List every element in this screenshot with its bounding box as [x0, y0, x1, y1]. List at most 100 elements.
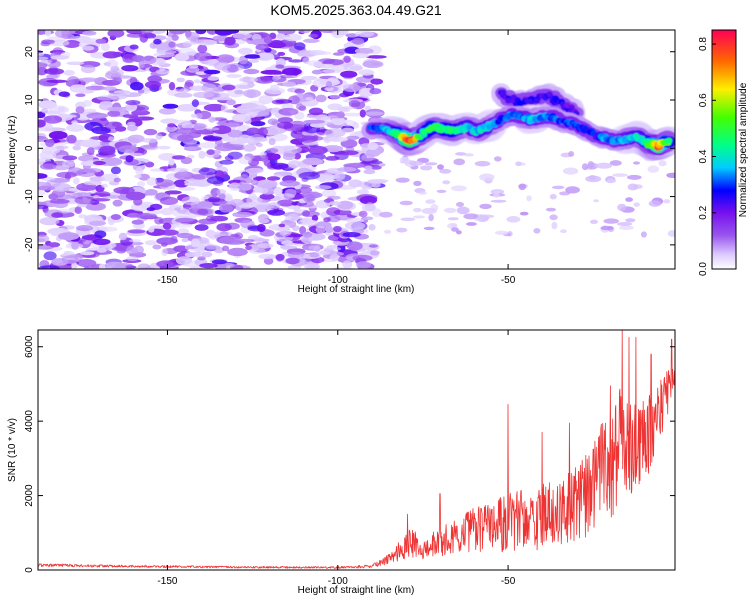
noise-blob — [362, 216, 374, 221]
noise-blob — [86, 147, 95, 156]
noise-blob — [118, 232, 128, 241]
noise-blob — [302, 157, 323, 166]
noise-blob — [419, 165, 433, 171]
noise-blob — [348, 100, 361, 108]
noise-blob — [125, 155, 134, 163]
noise-blob — [66, 134, 77, 144]
spectrogram-heatmap — [38, 30, 675, 269]
noise-blob — [149, 203, 163, 210]
noise-blob — [364, 111, 384, 116]
noise-blob — [226, 74, 242, 78]
noise-blob — [545, 207, 557, 212]
noise-blob — [362, 60, 384, 69]
noise-blob — [255, 179, 278, 189]
noise-blob — [581, 163, 589, 171]
noise-blob — [168, 158, 175, 166]
noise-blob — [633, 202, 640, 207]
noise-blob — [625, 197, 633, 202]
noise-blob — [283, 33, 302, 42]
noise-blob — [288, 59, 304, 63]
noise-blob — [208, 116, 216, 123]
noise-blob — [238, 156, 252, 165]
noise-blob — [294, 42, 306, 51]
noise-blob — [245, 167, 264, 174]
noise-blob — [368, 224, 376, 231]
noise-blob — [453, 158, 466, 166]
noise-blob — [260, 187, 275, 195]
noise-blob — [216, 223, 232, 232]
noise-blob — [168, 82, 176, 91]
noise-blob — [110, 214, 121, 220]
noise-blob — [364, 165, 373, 170]
noise-blob — [259, 193, 275, 200]
spectrogram-ytick-label: -10 — [24, 189, 35, 204]
noise-blob — [191, 174, 208, 180]
noise-blob — [194, 224, 209, 231]
noise-blob — [180, 157, 193, 165]
noise-blob — [138, 173, 150, 181]
noise-blob — [52, 47, 64, 55]
snr-ytick-label: 2000 — [24, 484, 35, 507]
noise-blob — [145, 189, 158, 196]
noise-blob — [254, 76, 275, 84]
noise-blob — [230, 233, 240, 238]
noise-blob — [197, 201, 214, 209]
noise-blob — [201, 83, 217, 93]
noise-blob — [107, 110, 121, 117]
noise-blob — [113, 186, 135, 194]
noise-blob — [62, 161, 76, 168]
noise-blob — [190, 113, 198, 118]
noise-blob — [463, 213, 479, 220]
noise-blob — [585, 175, 602, 183]
noise-blob — [184, 182, 205, 187]
noise-blob — [47, 39, 55, 44]
noise-blob — [308, 107, 324, 116]
noise-blob — [118, 145, 139, 153]
noise-blob — [195, 30, 207, 35]
noise-blob — [237, 47, 253, 55]
noise-blob — [178, 186, 196, 191]
noise-blob — [101, 183, 108, 188]
noise-blob — [38, 56, 49, 61]
noise-blob — [413, 180, 422, 187]
noise-blob — [168, 30, 187, 35]
noise-blob — [224, 36, 236, 46]
noise-blob — [40, 41, 51, 47]
noise-blob — [340, 70, 358, 78]
noise-blob — [439, 168, 452, 174]
noise-blob — [148, 227, 155, 233]
noise-blob — [250, 201, 258, 206]
noise-blob — [158, 108, 176, 115]
noise-blob — [181, 196, 200, 206]
spectrogram-noise-field — [38, 30, 675, 269]
noise-blob — [247, 135, 255, 144]
noise-blob — [337, 200, 354, 210]
noise-blob — [266, 148, 279, 154]
noise-blob — [255, 44, 269, 51]
noise-blob — [227, 129, 243, 138]
noise-blob — [425, 199, 436, 204]
noise-blob — [130, 248, 139, 254]
noise-blob — [400, 217, 416, 222]
noise-blob — [175, 256, 193, 265]
noise-blob — [287, 160, 302, 168]
noise-blob — [451, 227, 459, 232]
noise-blob — [268, 202, 281, 209]
noise-blob — [82, 108, 97, 113]
noise-blob — [127, 134, 145, 143]
noise-blob — [186, 66, 200, 73]
noise-blob — [125, 264, 136, 269]
noise-blob — [92, 238, 111, 245]
noise-blob — [101, 157, 123, 166]
noise-blob — [342, 83, 361, 93]
noise-blob — [456, 202, 464, 207]
snr-xtick-label: -100 — [328, 576, 348, 587]
noise-blob — [192, 122, 208, 131]
noise-blob — [278, 107, 299, 116]
noise-blob — [203, 136, 223, 141]
noise-blob — [72, 177, 80, 185]
noise-blob — [413, 207, 422, 213]
noise-blob — [358, 69, 375, 76]
noise-blob — [325, 225, 333, 234]
